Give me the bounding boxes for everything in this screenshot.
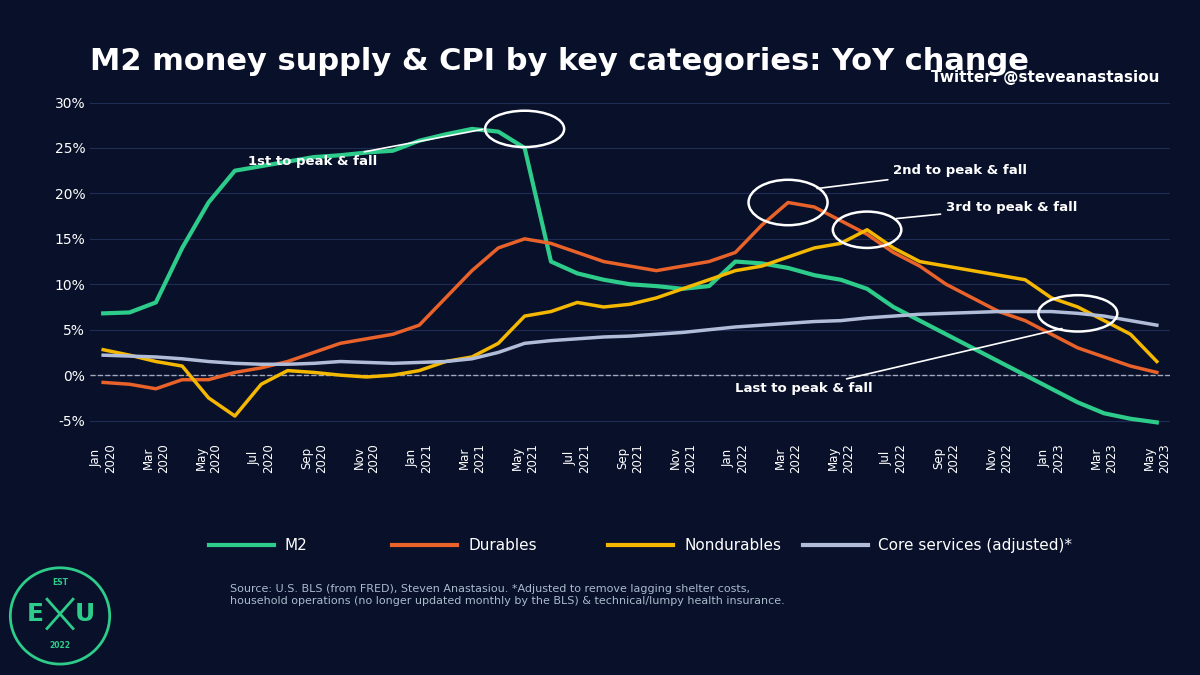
Text: Last to peak & fall: Last to peak & fall <box>736 329 1062 396</box>
Text: Source: U.S. BLS (from FRED), Steven Anastasiou. *Adjusted to remove lagging she: Source: U.S. BLS (from FRED), Steven Ana… <box>230 584 785 605</box>
Text: Core services (adjusted)*: Core services (adjusted)* <box>878 537 1073 553</box>
Text: E: E <box>26 602 43 626</box>
Text: 1st to peak & fall: 1st to peak & fall <box>248 130 482 168</box>
Text: M2: M2 <box>284 537 307 553</box>
Text: EST: EST <box>52 578 68 587</box>
Text: 2022: 2022 <box>49 641 71 650</box>
Text: Twitter: @steveanastasiou: Twitter: @steveanastasiou <box>931 70 1159 85</box>
Text: Nondurables: Nondurables <box>684 537 781 553</box>
Text: U: U <box>74 602 95 626</box>
Text: 2nd to peak & fall: 2nd to peak & fall <box>817 164 1027 188</box>
Text: Durables: Durables <box>468 537 536 553</box>
Text: M2 money supply & CPI by key categories: YoY change: M2 money supply & CPI by key categories:… <box>90 47 1028 76</box>
Text: 3rd to peak & fall: 3rd to peak & fall <box>896 200 1078 219</box>
